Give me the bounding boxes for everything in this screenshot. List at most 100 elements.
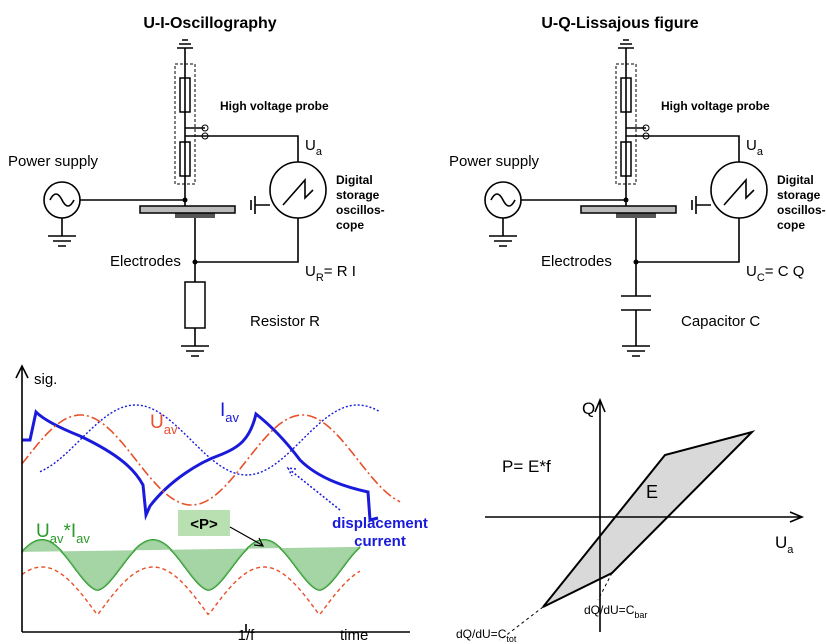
ua-sub: a [757,146,764,158]
power-box [178,510,230,536]
wire [48,235,76,247]
wire [177,39,193,49]
axes [485,397,805,632]
iav-label: Iav [220,400,240,425]
scope-l0: Digital [336,173,373,187]
arrow [229,526,265,547]
ua-base: U [746,137,757,154]
waveform-plot: sig. Uav Iav Uav*Iav <P> displacement cur… [15,364,428,644]
scope-l3: cope [777,218,805,232]
y-label: Q [582,399,595,418]
title: U-I-Oscillography [143,15,276,32]
meas-base: U [746,263,757,280]
resistor [184,281,206,329]
ua-sub: a [316,146,323,158]
source [484,181,522,219]
ua-label: Ua [305,137,323,158]
power-label: <P> [190,516,218,533]
electrode [139,205,236,214]
energy-label: E [646,482,658,502]
product-area [22,540,360,590]
cbar-sub: bar [634,610,647,620]
supply-label: Power supply [449,153,540,170]
ctot-base: dQ/dU=C [456,627,507,641]
cbar-label: dQ/dU=Cbar [584,603,647,620]
source [43,181,81,219]
power-formula: P= E*f [502,457,551,476]
wire [49,193,185,236]
ua-base: U [305,137,316,154]
p-b1: U [36,521,50,542]
scope-l2: oscillos- [336,203,385,217]
displacement-label: displacement current [332,515,428,550]
ctot-sub: tot [506,634,517,644]
wire [621,262,651,346]
wire [181,345,209,357]
scope-l3: cope [336,218,364,232]
meas-rest: = C Q [765,263,805,280]
wire [250,177,314,214]
right-circuit: U-Q-Lissajous figure High voltage probe … [449,15,826,357]
x-label: time [340,627,368,644]
scope [269,161,327,219]
scope-l2: oscillos- [777,203,826,217]
wire [626,127,740,162]
product-base [21,566,361,616]
scope-l1: storage [336,188,380,202]
y-label: sig. [34,371,57,388]
uav-label: Uav [150,412,178,437]
iav-sub: av [225,410,239,425]
wire [691,177,755,214]
meas-rest: = R I [324,263,356,280]
iav-base: I [220,400,225,421]
scope-l1: storage [777,188,821,202]
wire [490,193,626,236]
wire [489,235,517,247]
x-tick-label: 1/f [238,627,256,644]
title: U-Q-Lissajous figure [541,15,698,32]
x-sub: a [787,544,794,556]
scope-label: Digital storage oscillos-cope [336,173,385,232]
ctot-label: dQ/dU=Ctot [456,627,517,644]
meas-sub: C [757,272,765,284]
element-label: Capacitor C [681,313,760,330]
electrodes-label: Electrodes [110,253,181,270]
meas-base: U [305,263,316,280]
uav-base: U [150,412,164,433]
iav-curve [22,408,379,522]
x-label: Ua [775,533,794,556]
scope-label: Digital storage oscillos-cope [777,173,826,232]
electrode [175,213,215,218]
probe-label: High voltage probe [661,99,770,113]
electrodes-label: Electrodes [541,253,612,270]
wire [622,345,650,357]
d-l0: displacement [332,515,428,532]
probe-label: High voltage probe [220,99,329,113]
lissajous-plot: Q Ua P= E*f E dQ/dU=Ctot dQ/dU=Cbar [456,397,805,644]
element-label: Resistor R [250,313,320,330]
meas-label: UR= R I [305,263,356,284]
ua-label: Ua [746,137,764,158]
tangent [499,572,613,641]
supply-label: Power supply [8,153,99,170]
p-s2: av [76,531,90,546]
d-l1: current [354,533,406,550]
left-circuit: U-I-Oscillography High voltage probe Pow… [8,15,385,357]
meas-sub: R [316,272,324,284]
wire [618,39,634,49]
scope [710,161,768,219]
electrode [580,205,677,214]
p-b2: *I [63,521,76,542]
uav-curve [21,414,401,506]
axes [15,364,410,633]
p-s1: av [50,531,64,546]
loop [542,430,756,608]
cbar-base: dQ/dU=C [584,603,635,617]
scope-l0: Digital [777,173,814,187]
x-base: U [775,533,787,552]
wire [185,127,299,162]
electrode [616,213,656,218]
meas-label: UC= C Q [746,263,804,284]
uav-sub: av [164,422,178,437]
